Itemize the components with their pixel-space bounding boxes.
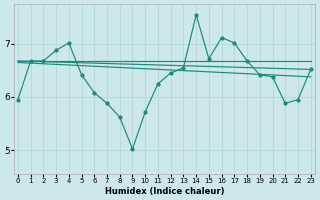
X-axis label: Humidex (Indice chaleur): Humidex (Indice chaleur) (105, 187, 224, 196)
